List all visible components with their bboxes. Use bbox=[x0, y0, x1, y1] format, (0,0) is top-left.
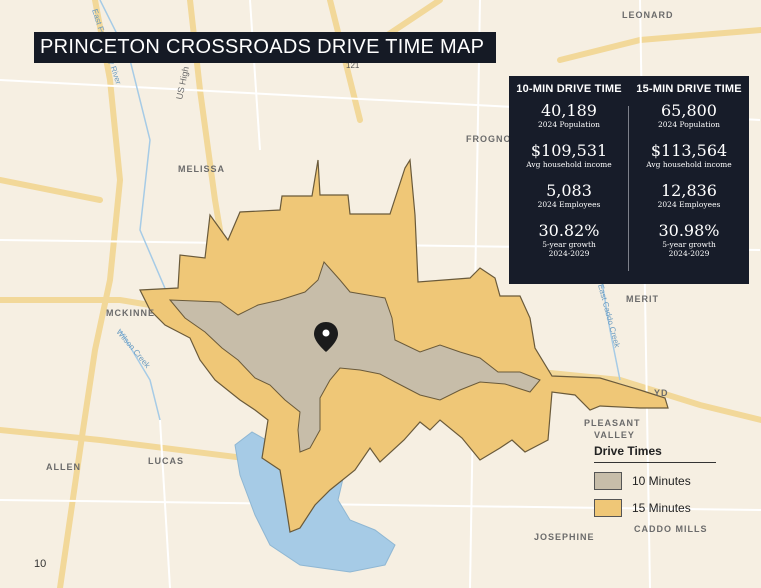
place-melissa: MELISSA bbox=[178, 164, 226, 174]
stat-block: 30.98% 5-year growth 2024-2029 bbox=[629, 221, 749, 259]
stat-value: 12,836 bbox=[661, 181, 717, 200]
stat-label: 2024 Population bbox=[658, 120, 720, 129]
stat-sublabel: 2024-2029 bbox=[668, 249, 710, 258]
stats-header-10min: 10-MIN DRIVE TIME bbox=[516, 83, 622, 95]
place-josephine: JOSEPHINE bbox=[534, 532, 595, 542]
place-valley: VALLEY bbox=[594, 430, 635, 440]
place-allen: ALLEN bbox=[46, 462, 81, 472]
legend-label-15min: 15 Minutes bbox=[632, 501, 691, 515]
legend-label-10min: 10 Minutes bbox=[632, 474, 691, 488]
legend-item-15min: 15 Minutes bbox=[594, 499, 716, 517]
place-pleasant: PLEASANT bbox=[584, 418, 641, 428]
stat-value: 30.98% bbox=[658, 221, 720, 240]
stat-sublabel: 2024-2029 bbox=[548, 249, 590, 258]
legend-swatch-10min bbox=[594, 472, 622, 490]
legend-item-10min: 10 Minutes bbox=[594, 472, 716, 490]
stat-label: 5-year growth bbox=[662, 240, 716, 249]
page-title: PRINCETON CROSSROADS DRIVE TIME MAP bbox=[34, 32, 497, 63]
stat-block: $109,531 Avg household income bbox=[509, 141, 629, 170]
ten-minute-area bbox=[168, 261, 541, 453]
stat-label: 2024 Employees bbox=[657, 200, 721, 209]
stat-label: Avg household income bbox=[526, 160, 612, 169]
stat-label: 2024 Employees bbox=[537, 200, 601, 209]
place-rd: YD bbox=[654, 388, 669, 398]
stats-divider bbox=[628, 106, 629, 271]
place-merit: MERIT bbox=[626, 294, 659, 304]
stats-column-10min: 10-MIN DRIVE TIME 40,189 2024 Population… bbox=[509, 76, 629, 258]
stat-value: 40,189 bbox=[541, 101, 597, 120]
stat-value: 30.82% bbox=[538, 221, 600, 240]
stat-value: 5,083 bbox=[546, 181, 592, 200]
location-pin-icon bbox=[314, 322, 338, 352]
road-label-hwy121: 121 bbox=[346, 61, 360, 70]
stat-value: 65,800 bbox=[661, 101, 717, 120]
stat-block: 12,836 2024 Employees bbox=[629, 181, 749, 210]
page-number: 10 bbox=[34, 558, 47, 570]
stat-block: 40,189 2024 Population bbox=[509, 101, 629, 130]
place-caddo-mills: CADDO MILLS bbox=[634, 524, 708, 534]
stat-label: Avg household income bbox=[646, 160, 732, 169]
stat-label: 2024 Population bbox=[538, 120, 600, 129]
stats-panel: 10-MIN DRIVE TIME 40,189 2024 Population… bbox=[509, 76, 749, 284]
place-leonard: LEONARD bbox=[622, 10, 674, 20]
stat-value: $113,564 bbox=[650, 141, 728, 160]
stat-block: 5,083 2024 Employees bbox=[509, 181, 629, 210]
map-legend: Drive Times 10 Minutes 15 Minutes bbox=[594, 444, 716, 526]
legend-swatch-15min bbox=[594, 499, 622, 517]
place-mckinney: MCKINNE bbox=[106, 308, 155, 318]
stats-header-15min: 15-MIN DRIVE TIME bbox=[636, 83, 742, 95]
stat-block: $113,564 Avg household income bbox=[629, 141, 749, 170]
stat-block: 65,800 2024 Population bbox=[629, 101, 749, 130]
stat-block: 30.82% 5-year growth 2024-2029 bbox=[509, 221, 629, 259]
stat-value: $109,531 bbox=[530, 141, 608, 160]
stats-column-15min: 15-MIN DRIVE TIME 65,800 2024 Population… bbox=[629, 76, 749, 258]
place-frognot: FROGNO bbox=[466, 134, 512, 144]
place-lucas: LUCAS bbox=[148, 456, 184, 466]
legend-title: Drive Times bbox=[594, 444, 716, 463]
stat-label: 5-year growth bbox=[542, 240, 596, 249]
